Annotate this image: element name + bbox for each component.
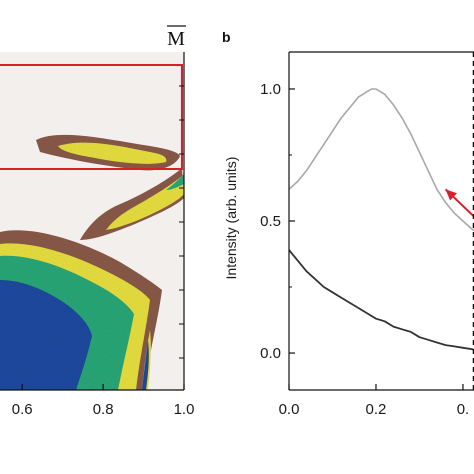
band-upper-mid [58,142,167,164]
y-tick-label: 0.5 [260,213,281,230]
y-axis-label: Intensity (arb. units) [223,157,239,280]
panel-a-x-axis: 0.6 0.8 1.0 [0,52,194,418]
panel-a-x-tick-label: 0.6 [12,401,33,418]
y-tick-label: 1.0 [260,81,281,98]
band-wedge-mid [106,176,184,230]
panel-a-right-ticks [179,85,184,359]
panel-b-letter: b [222,29,231,45]
x-tick-label: 0.0 [279,401,300,418]
band-lower-deep [0,280,92,390]
panel-a-plot-area [0,52,184,390]
panel-b-axes: 0.0 0.5 1.0 0.0 0.2 0. [260,51,474,418]
panel-b-plot-area [289,52,474,390]
panel-a-intensity-map: 0.6 0.8 1.0 M [0,25,194,418]
band-lower-edge [142,340,149,390]
panel-a-bands [0,134,184,390]
panel-a-x-tick-label: 0.8 [93,401,114,418]
series-line-1 [289,88,474,232]
series-line-2 [289,249,474,351]
x-tick-label: 0. [457,401,470,418]
band-wedge-outer [80,168,184,240]
m-bar-label: M [167,28,185,50]
x-tick-label: 0.2 [366,401,387,418]
panel-a-x-tick-label: 1.0 [174,401,195,418]
selection-box [0,64,183,170]
panel-b-chart: b Intensity (arb. units) 0.0 0.5 1.0 0.0 0.2… [222,29,474,418]
y-tick-label: 0.0 [260,345,281,362]
arrow-head [445,189,457,201]
band-wedge-core [166,174,184,190]
